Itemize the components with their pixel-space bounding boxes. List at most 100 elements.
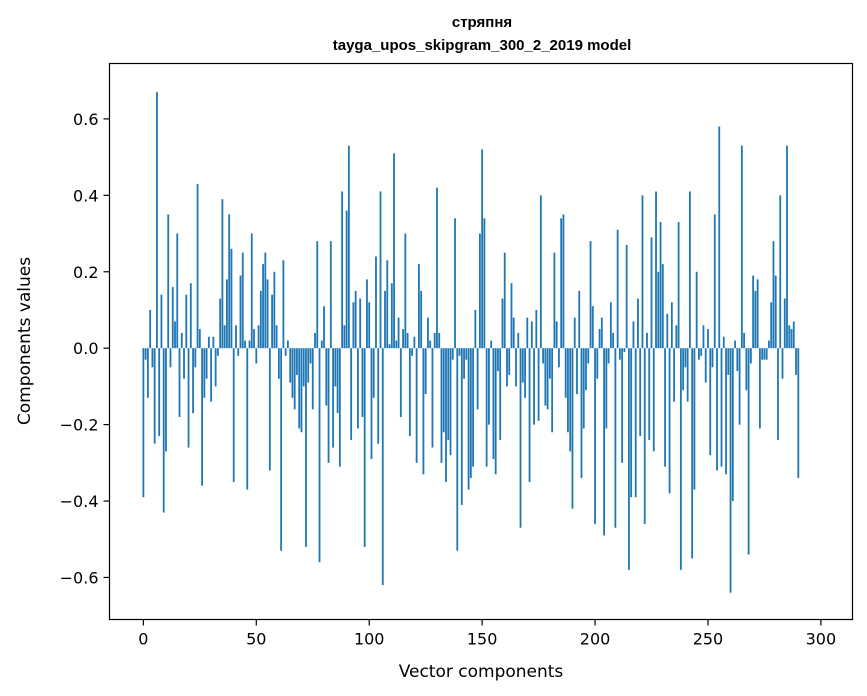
bar <box>395 340 398 349</box>
bar <box>517 332 520 349</box>
bar <box>415 348 418 463</box>
bar <box>162 348 165 513</box>
bar <box>643 348 646 524</box>
bar <box>488 348 490 425</box>
bar <box>275 325 278 349</box>
bar <box>198 329 201 349</box>
bar <box>567 348 569 433</box>
bar <box>253 329 255 349</box>
bar <box>160 294 163 349</box>
bar <box>506 348 508 387</box>
bar <box>176 233 179 349</box>
bar <box>449 348 452 456</box>
bar <box>519 348 522 528</box>
bar <box>345 210 348 349</box>
bar <box>406 332 409 349</box>
bar <box>343 325 346 349</box>
bar <box>463 348 465 379</box>
bar <box>433 332 436 349</box>
bar <box>528 348 531 482</box>
bar <box>562 214 565 349</box>
bar <box>427 317 429 349</box>
bar <box>770 302 773 349</box>
bar <box>734 340 736 349</box>
bar <box>361 348 364 417</box>
bar <box>738 348 741 425</box>
bar <box>609 302 612 349</box>
bar <box>587 348 590 364</box>
bar <box>277 348 280 379</box>
bar <box>273 271 276 349</box>
bar <box>296 348 298 375</box>
bar <box>228 214 231 349</box>
bar <box>655 191 657 349</box>
bar <box>648 348 651 440</box>
bar <box>616 229 619 349</box>
x-tick-label: 50 <box>246 630 266 649</box>
bar <box>508 348 511 375</box>
bar <box>347 145 350 349</box>
bar <box>763 348 766 360</box>
bar <box>431 348 434 448</box>
bar <box>736 348 739 372</box>
y-axis-label: Components values <box>15 257 35 425</box>
bar <box>300 348 303 433</box>
x-tick-label: 200 <box>580 630 611 649</box>
bar <box>718 126 721 349</box>
chart-title-line-2: tayga_upos_skipgram_300_2_2019 model <box>333 37 632 54</box>
bar <box>377 348 380 444</box>
bar <box>614 348 617 528</box>
bar <box>745 348 748 391</box>
x-tick-label: 100 <box>354 630 385 649</box>
bar <box>178 348 181 417</box>
x-tick-label: 250 <box>693 630 724 649</box>
bar <box>223 325 226 349</box>
bar <box>235 325 237 349</box>
bar <box>454 218 456 349</box>
bar <box>207 336 210 349</box>
bar <box>596 348 599 379</box>
bar <box>749 348 752 364</box>
bar <box>526 317 529 349</box>
bar <box>370 348 373 460</box>
bar <box>501 298 504 349</box>
bar <box>589 241 592 349</box>
bar <box>271 294 274 349</box>
bar <box>795 348 797 375</box>
bar <box>399 348 402 417</box>
bar <box>569 348 572 452</box>
bar <box>664 348 666 467</box>
bar <box>230 248 233 349</box>
bar <box>424 348 427 395</box>
bar <box>761 348 764 360</box>
bar <box>404 233 407 349</box>
bar <box>246 348 249 490</box>
bar <box>440 348 443 463</box>
bar <box>266 279 269 349</box>
bar <box>630 348 633 498</box>
bar <box>183 348 185 379</box>
bar <box>797 348 800 479</box>
bar <box>167 214 170 349</box>
bar <box>442 348 445 433</box>
bar <box>483 218 486 349</box>
bar <box>420 290 423 349</box>
bar <box>539 195 542 349</box>
bar <box>533 348 535 425</box>
bar <box>490 340 493 349</box>
bar <box>422 348 425 475</box>
bar <box>210 348 213 402</box>
bar <box>244 340 246 349</box>
bar <box>768 340 770 349</box>
bar <box>670 302 673 349</box>
bar <box>792 321 795 349</box>
bar <box>481 149 484 349</box>
bar <box>553 252 556 349</box>
bar <box>460 348 463 505</box>
bar <box>698 348 700 360</box>
bar <box>494 348 497 475</box>
bar <box>189 283 192 349</box>
bar <box>756 279 759 349</box>
bar <box>144 348 147 360</box>
